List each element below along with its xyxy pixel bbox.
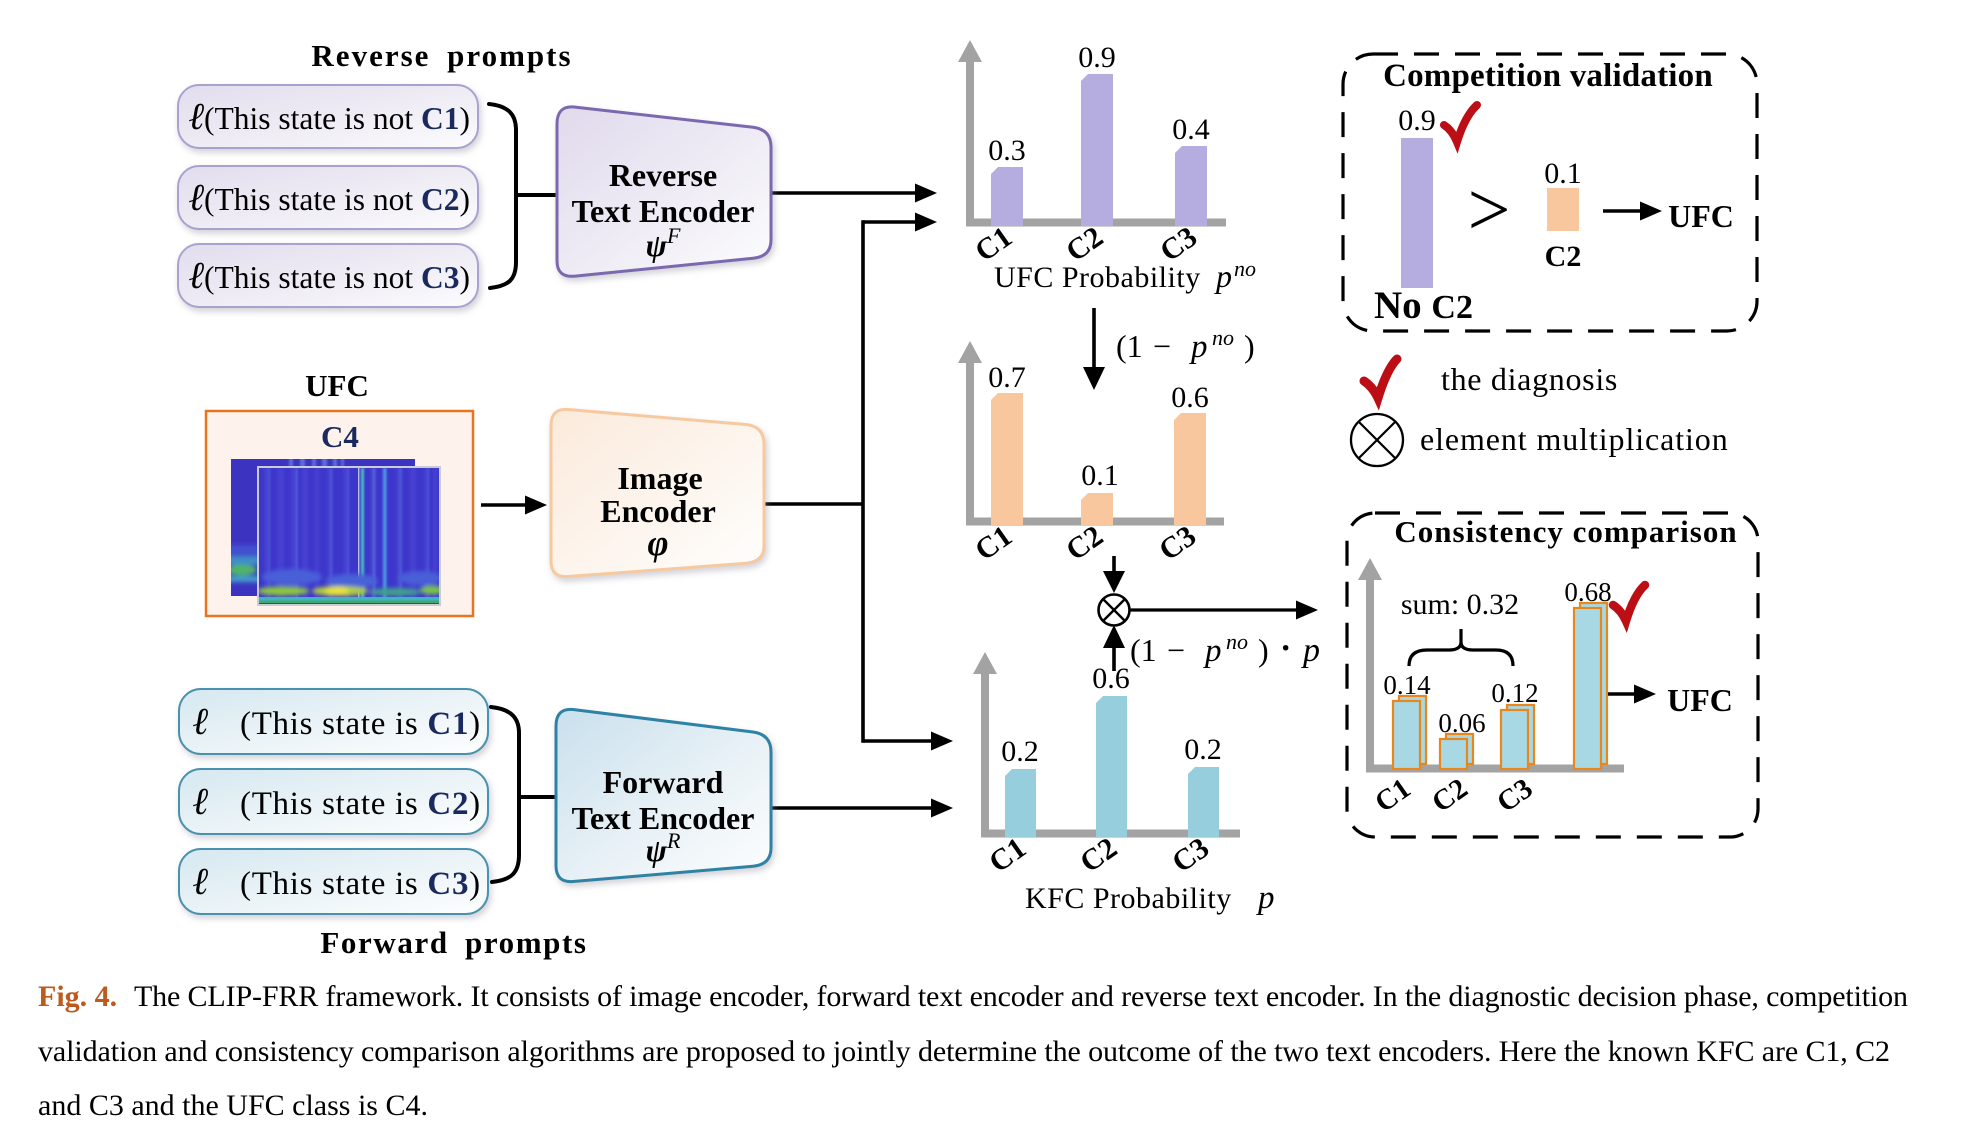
svg-text:C2: C2 <box>1074 831 1123 879</box>
svg-text:0.12: 0.12 <box>1491 678 1538 708</box>
svg-text:C2: C2 <box>1426 772 1473 819</box>
svg-text:0.9: 0.9 <box>1398 104 1436 137</box>
svg-text:Fig. 4.: Fig. 4. <box>38 980 117 1013</box>
svg-text:0.68: 0.68 <box>1564 577 1611 607</box>
svg-text:C1: C1 <box>983 831 1032 879</box>
svg-text:0.2: 0.2 <box>1184 733 1222 766</box>
svg-text:C3: C3 <box>1153 519 1202 567</box>
svg-text:C4: C4 <box>321 419 359 454</box>
svg-text:ψF: ψF <box>646 223 681 263</box>
svg-text:p: p <box>1214 258 1232 294</box>
svg-text:KFC Probability: KFC Probability <box>1025 882 1232 915</box>
svg-text:Encoder: Encoder <box>600 493 716 529</box>
svg-text:p: p <box>1203 633 1222 669</box>
svg-text:−: − <box>1153 328 1171 364</box>
svg-text:0.1: 0.1 <box>1544 157 1582 190</box>
svg-text:Competition validation: Competition validation <box>1383 58 1713 94</box>
svg-text:sum: 0.32: sum: 0.32 <box>1401 588 1519 621</box>
svg-text:C3: C3 <box>1491 772 1538 819</box>
svg-text:C2: C2 <box>1545 240 1582 273</box>
svg-text:Reverse prompts: Reverse prompts <box>311 38 572 73</box>
svg-text:Forward: Forward <box>603 764 724 800</box>
svg-text:UFC: UFC <box>305 368 369 403</box>
svg-text:0.9: 0.9 <box>1078 41 1116 74</box>
svg-text:ℓ(This state is not C3): ℓ(This state is not C3) <box>189 255 470 297</box>
svg-text:C1: C1 <box>969 519 1018 567</box>
svg-text:0.6: 0.6 <box>1092 662 1130 695</box>
svg-text:0.6: 0.6 <box>1171 381 1209 414</box>
svg-text:0.14: 0.14 <box>1383 670 1431 700</box>
svg-text:0.06: 0.06 <box>1438 708 1485 738</box>
svg-text:validation and consistency com: validation and consistency comparison al… <box>38 1035 1890 1068</box>
svg-text:0.4: 0.4 <box>1172 113 1210 146</box>
svg-text:C2: C2 <box>1060 519 1109 567</box>
svg-text:p: p <box>1301 632 1320 669</box>
svg-text:): ) <box>1244 328 1255 364</box>
svg-text:ℓ(This state is not C1): ℓ(This state is not C1) <box>189 96 470 138</box>
svg-text:Reverse: Reverse <box>609 157 717 193</box>
svg-text:C3: C3 <box>1166 831 1215 879</box>
svg-text:UFC Probability: UFC Probability <box>994 261 1201 294</box>
svg-text:the diagnosis: the diagnosis <box>1441 361 1618 397</box>
svg-text:): ) <box>1258 632 1269 668</box>
svg-text:no: no <box>1212 325 1234 350</box>
svg-text:and C3 and the UFC class is C4: and C3 and the UFC class is C4. <box>38 1089 428 1120</box>
svg-text:(1: (1 <box>1116 328 1143 364</box>
svg-text:0.7: 0.7 <box>988 361 1026 394</box>
svg-text:UFC: UFC <box>1668 198 1734 234</box>
svg-text:p: p <box>1189 329 1208 365</box>
svg-text:(1: (1 <box>1130 632 1157 668</box>
svg-text:ℓ(This state is C2): ℓ (This state is C2) <box>193 781 481 823</box>
svg-text:No C2: No C2 <box>1374 284 1473 327</box>
svg-text:Text Encoder: Text Encoder <box>572 193 755 229</box>
svg-text:Consistency comparison: Consistency comparison <box>1394 514 1737 549</box>
svg-text:no: no <box>1234 256 1256 281</box>
svg-text:ℓ(This state is C3): ℓ (This state is C3) <box>193 861 481 903</box>
svg-text:p: p <box>1256 880 1275 916</box>
svg-text:0.2: 0.2 <box>1001 735 1039 768</box>
svg-text:UFC: UFC <box>1667 682 1733 718</box>
svg-text:ℓ(This state is not C2): ℓ(This state is not C2) <box>189 177 470 219</box>
svg-text:ℓ(This state is C1): ℓ (This state is C1) <box>193 701 481 743</box>
svg-text:Image: Image <box>617 460 702 496</box>
svg-text:Text Encoder: Text Encoder <box>572 800 755 836</box>
svg-text:0.3: 0.3 <box>988 134 1026 167</box>
svg-text:φ: φ <box>647 523 668 563</box>
svg-text:Forward prompts: Forward prompts <box>320 925 587 960</box>
svg-text:C1: C1 <box>1369 772 1416 819</box>
svg-text:The CLIP-FRR framework. It con: The CLIP-FRR framework. It consists of i… <box>134 980 1908 1013</box>
svg-text:·: · <box>1280 630 1291 667</box>
svg-text:−: − <box>1167 632 1185 668</box>
svg-text:element multiplication: element multiplication <box>1420 421 1729 457</box>
svg-text:>: > <box>1468 168 1511 252</box>
svg-text:no: no <box>1226 629 1248 654</box>
svg-text:0.1: 0.1 <box>1081 459 1119 492</box>
